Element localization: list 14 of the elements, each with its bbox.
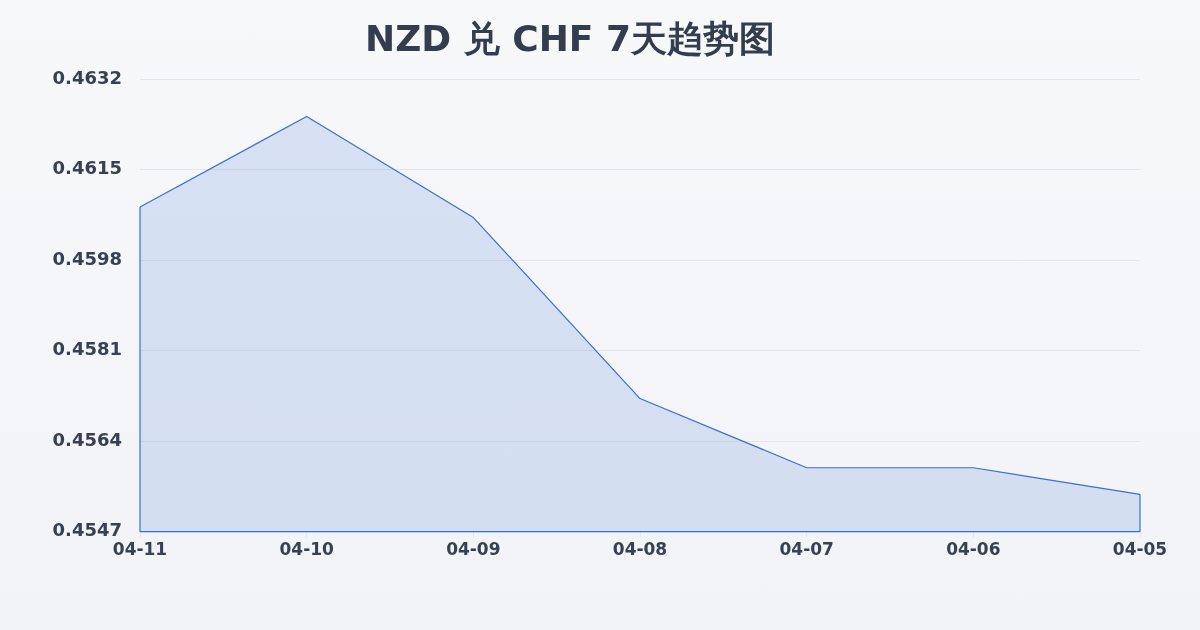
x-tick-label: 04-07	[779, 539, 834, 560]
x-tick-label: 04-05	[1112, 539, 1168, 560]
y-tick-label: 0.4632	[52, 66, 122, 88]
x-tick-label: 04-09	[446, 539, 501, 560]
y-tick-label: 0.4547	[52, 519, 122, 541]
y-tick-label: 0.4598	[52, 247, 122, 269]
chart-title: NZD 兑 CHF 7天趋势图	[365, 17, 775, 59]
x-tick-label: 04-08	[612, 539, 668, 560]
x-tick-label: 04-11	[112, 539, 168, 560]
x-tick-label: 04-06	[946, 539, 1001, 560]
y-tick-label: 0.4615	[52, 157, 122, 179]
x-tick-label: 04-10	[279, 539, 335, 560]
y-tick-label: 0.4564	[52, 428, 122, 450]
y-tick-label: 0.4581	[52, 338, 122, 360]
